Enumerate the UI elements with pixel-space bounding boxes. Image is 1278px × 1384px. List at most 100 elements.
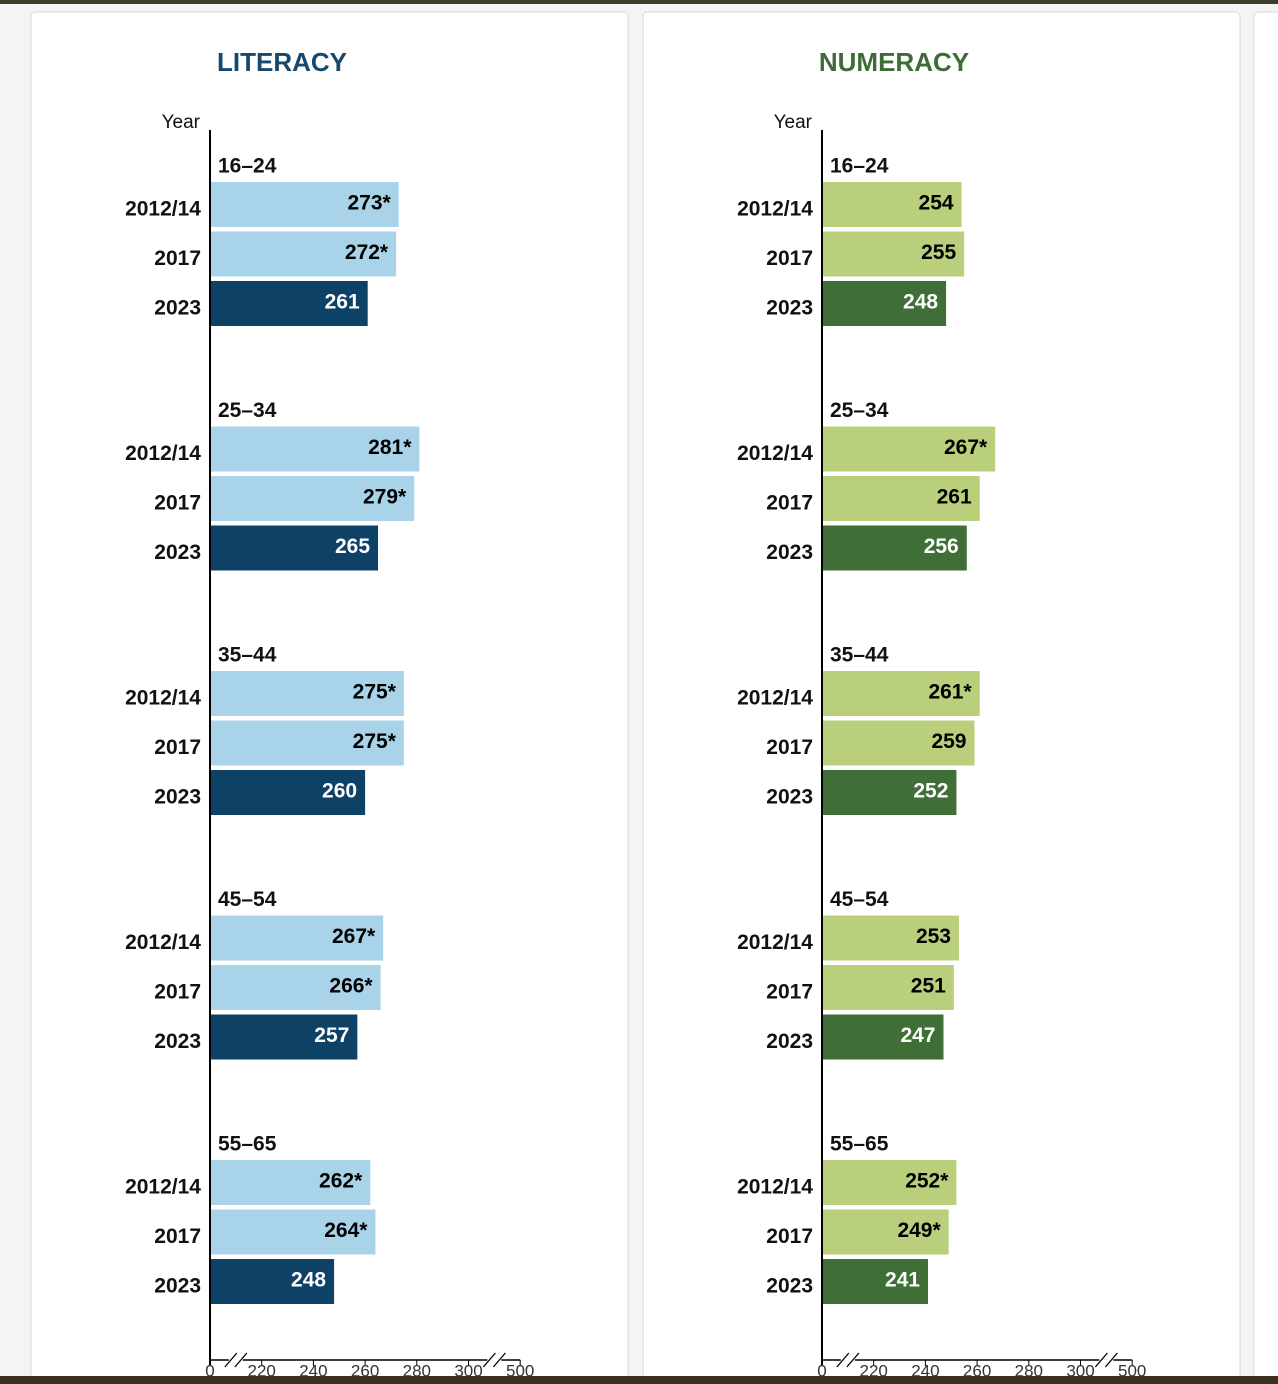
x-tick-label: 300: [454, 1361, 482, 1380]
year-label: 2012/14: [125, 687, 201, 710]
year-label: 2023: [154, 541, 201, 564]
y-axis-label: Year: [162, 112, 201, 133]
axis-break-mark: [492, 1352, 506, 1368]
axis-break-gap: [1099, 1357, 1114, 1363]
x-tick-label: 260: [351, 1361, 379, 1380]
panel: [1253, 11, 1278, 1384]
group-label: 55–65: [830, 1133, 889, 1156]
year-label: 2012/14: [737, 442, 813, 465]
value-label: 252*: [905, 1170, 949, 1193]
year-label: 2023: [154, 1030, 201, 1053]
bar: [211, 1014, 358, 1060]
value-label: 265: [335, 535, 370, 558]
year-label: 2017: [154, 492, 201, 515]
year-label: 2017: [766, 492, 813, 515]
value-label: 281*: [368, 436, 412, 459]
value-label: 248: [291, 1269, 326, 1292]
value-label: 267*: [944, 436, 988, 459]
year-label: 2012/14: [125, 1176, 201, 1199]
group-label: 35–44: [218, 644, 277, 667]
bar: [823, 770, 957, 815]
axis-break-mark: [836, 1352, 850, 1368]
x-tick-label: 0: [205, 1361, 214, 1380]
year-label: 2017: [766, 1225, 813, 1248]
bar: [211, 281, 368, 326]
bar: [823, 525, 967, 571]
axis-break-gap: [487, 1357, 502, 1363]
bar: [823, 426, 996, 472]
year-label: 2012/14: [125, 198, 201, 221]
year-label: 2017: [766, 981, 813, 1004]
value-label: 256: [924, 535, 959, 558]
value-label: 254: [919, 192, 954, 215]
x-tick-label: 500: [506, 1361, 534, 1380]
bar: [823, 1259, 928, 1304]
axis-break-mark: [846, 1352, 860, 1368]
year-label: 2023: [766, 541, 813, 564]
value-label: 267*: [332, 925, 376, 948]
chart-title: NUMERACY: [819, 47, 969, 77]
top-strip: [0, 0, 1278, 4]
value-label: 248: [903, 291, 938, 314]
value-label: 262*: [319, 1170, 363, 1193]
value-label: 261: [937, 486, 972, 509]
bar: [823, 281, 947, 326]
year-label: 2023: [154, 1275, 201, 1298]
bar: [211, 770, 366, 815]
x-tick-label: 0: [817, 1361, 826, 1380]
x-tick-label: 280: [403, 1361, 431, 1380]
axis-break-mark: [1104, 1352, 1118, 1368]
value-label: 275*: [353, 730, 397, 753]
value-label: 261*: [928, 681, 972, 704]
bar: [211, 426, 420, 472]
axis-break-mark: [482, 1352, 496, 1368]
bar: [211, 671, 404, 716]
year-label: 2017: [154, 247, 201, 270]
bar: [823, 915, 960, 961]
year-label: 2023: [154, 297, 201, 320]
year-label: 2012/14: [125, 442, 201, 465]
charts: LITERACY Year 16–24 2012/14 273* 2017 272* 2023…: [125, 47, 1146, 1381]
x-tick-label: 220: [248, 1361, 276, 1380]
value-label: 260: [322, 780, 357, 803]
bar: [211, 965, 381, 1010]
bar: [211, 915, 384, 961]
bottom-strip: [0, 1376, 1278, 1384]
value-label: 261: [325, 291, 360, 314]
year-label: 2023: [766, 786, 813, 809]
axis-break-mark: [224, 1352, 238, 1368]
bar: [823, 182, 962, 227]
bar: [823, 1160, 957, 1205]
year-label: 2023: [766, 1030, 813, 1053]
bar: [823, 1014, 944, 1060]
year-label: 2023: [766, 297, 813, 320]
group-label: 16–24: [218, 155, 277, 178]
year-label: 2012/14: [737, 198, 813, 221]
value-label: 247: [900, 1024, 935, 1047]
bar: [211, 720, 404, 766]
bar: [211, 476, 415, 521]
bar: [211, 1160, 371, 1205]
value-label: 253: [916, 925, 951, 948]
value-label: 264*: [324, 1219, 368, 1242]
year-label: 2023: [154, 786, 201, 809]
group-label: 45–54: [830, 888, 889, 911]
group-label: 55–65: [218, 1133, 277, 1156]
x-tick-label: 240: [299, 1361, 327, 1380]
x-tick-label: 240: [911, 1361, 939, 1380]
group-label: 35–44: [830, 644, 889, 667]
x-tick-label: 500: [1118, 1361, 1146, 1380]
group-label: 25–34: [218, 399, 277, 422]
year-label: 2017: [766, 736, 813, 759]
group-label: 25–34: [830, 399, 889, 422]
bar: [823, 965, 954, 1010]
value-label: 249*: [897, 1219, 941, 1242]
bar: [211, 1259, 335, 1304]
y-axis-label: Year: [774, 112, 813, 133]
value-label: 252: [913, 780, 948, 803]
year-label: 2017: [154, 1225, 201, 1248]
value-label: 272*: [345, 241, 389, 264]
x-tick-label: 220: [860, 1361, 888, 1380]
value-label: 266*: [329, 975, 373, 998]
